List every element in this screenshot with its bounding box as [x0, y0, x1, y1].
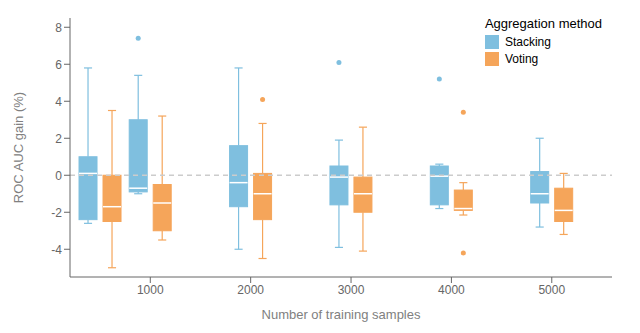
html-text:Voting: Voting — [504, 52, 539, 66]
svg-text:-4: -4 — [51, 243, 62, 257]
svg-text:0: 0 — [55, 169, 62, 183]
svg-text:4: 4 — [55, 95, 62, 109]
html-text:Aggregation method: Aggregation method — [484, 16, 602, 31]
svg-text:2000: 2000 — [237, 283, 264, 297]
svg-text:4000: 4000 — [438, 283, 465, 297]
svg-text:ROC AUC gain (%): ROC AUC gain (%) — [11, 92, 26, 203]
svg-text:5000: 5000 — [538, 283, 565, 297]
svg-text:-2: -2 — [51, 206, 62, 220]
svg-text:Number of training samples: Number of training samples — [262, 307, 421, 322]
svg-text:8: 8 — [55, 21, 62, 35]
svg-text:2: 2 — [55, 132, 62, 146]
svg-text:3000: 3000 — [338, 283, 365, 297]
svg-text:1000: 1000 — [137, 283, 164, 297]
svg-text:6: 6 — [55, 58, 62, 72]
html-text:Stacking: Stacking — [504, 35, 551, 49]
